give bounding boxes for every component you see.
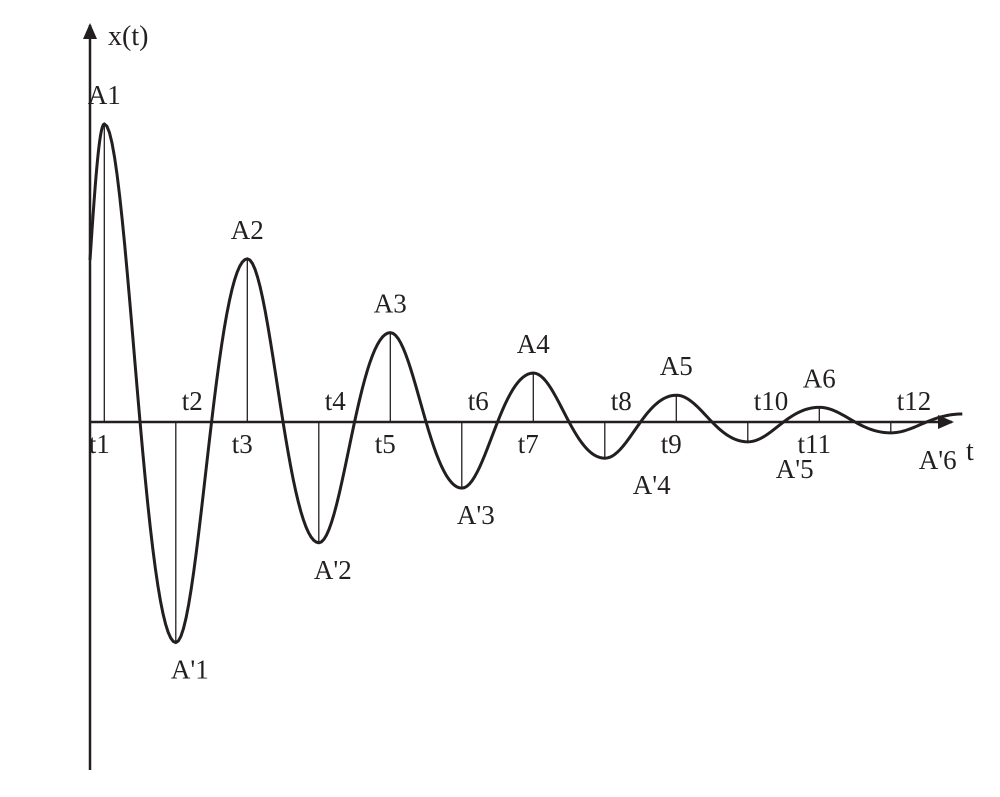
x-axis-label: t: [966, 436, 974, 467]
peak-label-top: A6: [803, 363, 836, 393]
damped-oscillation-diagram: x(t)tA1A2A3A4A5A6A'1A'2A'3A'4A'5A'6t1t3t…: [0, 0, 1000, 797]
t-label-even: t12: [897, 386, 932, 416]
t-label-even: t2: [182, 386, 203, 416]
t-label-odd: t5: [375, 429, 396, 459]
peak-label-top: A2: [231, 215, 264, 245]
peak-label-bottom: A'3: [457, 500, 495, 530]
extrema-lines: [104, 124, 891, 643]
peak-label-top: A5: [660, 351, 693, 381]
t-label-odd: t9: [661, 429, 682, 459]
t-label-even: t6: [468, 386, 489, 416]
peak-label-bottom: A'4: [633, 470, 671, 500]
t-label-odd: t11: [798, 429, 832, 459]
t-label-even: t8: [611, 386, 632, 416]
t-label-odd: t7: [518, 429, 539, 459]
t-label-odd: t3: [232, 429, 253, 459]
peak-label-top: A1: [88, 80, 121, 110]
t-label-odd: t1: [89, 429, 110, 459]
y-axis-arrow: [83, 23, 97, 39]
peak-label-bottom: A'1: [171, 655, 209, 685]
y-axis-label: x(t): [108, 21, 148, 52]
peak-label-top: A3: [374, 289, 407, 319]
peak-label-top: A4: [517, 329, 550, 359]
t-label-even: t10: [754, 386, 789, 416]
t-label-even: t4: [325, 386, 347, 416]
peak-label-bottom: A'6: [919, 445, 957, 475]
peak-label-bottom: A'2: [314, 555, 352, 585]
